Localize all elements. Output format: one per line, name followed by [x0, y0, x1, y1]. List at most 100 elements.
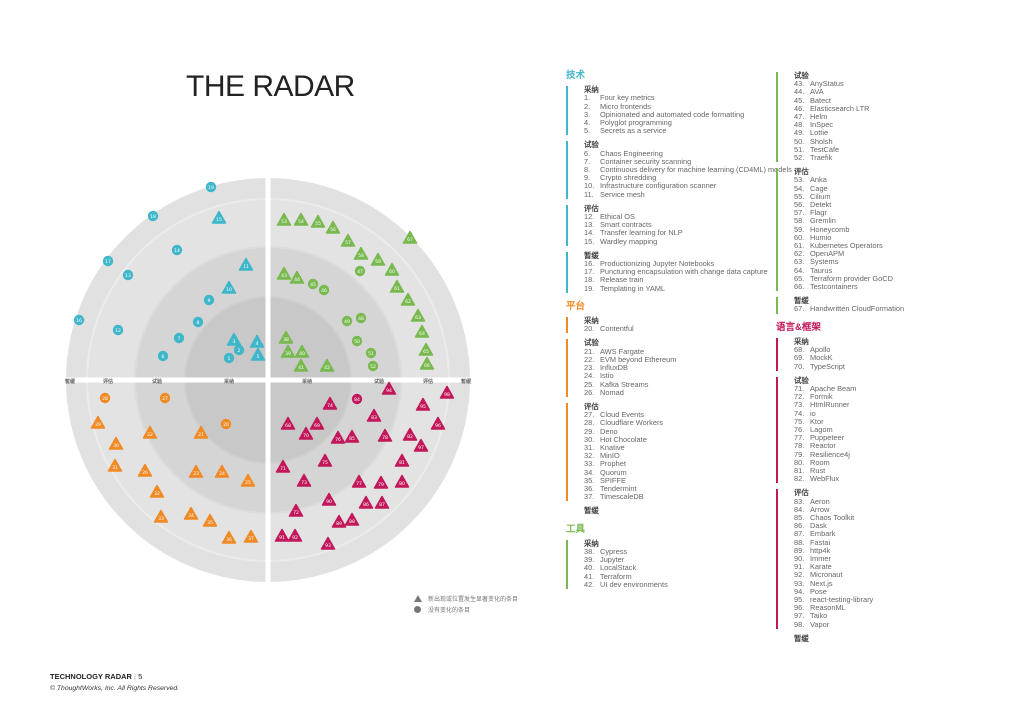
blip-41[interactable]: 41: [293, 358, 309, 372]
blip-45[interactable]: 45: [307, 278, 319, 290]
blip-16[interactable]: 16: [73, 314, 85, 326]
blip-list-item[interactable]: 70. TypeScript: [794, 361, 845, 371]
blip-list-item[interactable]: 85. Chaos Toolkit: [794, 512, 855, 522]
blip-59[interactable]: 59: [370, 252, 386, 266]
blip-15[interactable]: 15: [211, 210, 227, 224]
blip-39[interactable]: 39: [280, 344, 296, 358]
blip-17[interactable]: 17: [102, 255, 114, 267]
blip-list-item[interactable]: 12. Ethical OS: [584, 212, 635, 222]
blip-list-item[interactable]: 19. Templating in YAML: [584, 283, 666, 293]
blip-28[interactable]: 28: [99, 392, 111, 404]
blip-68[interactable]: 68: [280, 416, 296, 430]
blip-list-item[interactable]: 33. Prophet: [584, 459, 626, 469]
blip-22[interactable]: 22: [142, 425, 158, 439]
blip-list-item[interactable]: 9. Crypto shredding: [584, 173, 657, 183]
blip-list-item[interactable]: 80. Room: [794, 457, 830, 467]
blip-48[interactable]: 48: [355, 312, 367, 324]
blip-83[interactable]: 83: [366, 408, 382, 422]
blip-94[interactable]: 94: [381, 381, 397, 395]
blip-2[interactable]: 2: [233, 344, 245, 356]
blip-97[interactable]: 97: [413, 438, 429, 452]
blip-list-item[interactable]: 42. UI dev environments: [584, 579, 668, 589]
blip-list-item[interactable]: 79. Resilience4j: [794, 449, 850, 459]
blip-list-item[interactable]: 24. Istio: [584, 371, 614, 381]
blip-list-item[interactable]: 90. Immer: [794, 553, 831, 563]
blip-list-item[interactable]: 4. Polyglot programming: [584, 118, 672, 128]
blip-69[interactable]: 69: [309, 416, 325, 430]
blip-list-item[interactable]: 68. Apollo: [794, 345, 831, 355]
blip-25[interactable]: 25: [240, 473, 256, 487]
blip-list-item[interactable]: 48. InSpec: [794, 120, 834, 130]
blip-list-item[interactable]: 97. Taiko: [794, 611, 828, 621]
blip-78[interactable]: 78: [377, 428, 393, 442]
blip-43[interactable]: 43: [276, 266, 292, 280]
blip-14[interactable]: 14: [171, 244, 183, 256]
blip-1[interactable]: 1: [223, 352, 235, 364]
blip-list-item[interactable]: 64. Taurus: [794, 265, 833, 275]
blip-80[interactable]: 80: [394, 474, 410, 488]
blip-list-item[interactable]: 43. AnyStatus: [794, 79, 844, 89]
blip-57[interactable]: 57: [340, 233, 356, 247]
blip-list-item[interactable]: 25. Kafka Streams: [584, 379, 649, 389]
blip-53[interactable]: 53: [276, 212, 292, 226]
blip-list-item[interactable]: 3. Opinionated and automated code formatt…: [584, 109, 745, 119]
blip-list-item[interactable]: 35. SPIFFE: [584, 475, 626, 485]
blip-81[interactable]: 81: [394, 453, 410, 467]
blip-list-item[interactable]: 73. HtmlRunner: [794, 400, 850, 410]
blip-list-item[interactable]: 39. Jupyter: [584, 555, 625, 565]
blip-list-item[interactable]: 17. Puncturing encapsulation with change …: [584, 267, 768, 277]
blip-30[interactable]: 30: [108, 436, 124, 450]
blip-63[interactable]: 63: [410, 308, 426, 322]
blip-51[interactable]: 51: [365, 347, 377, 359]
blip-list-item[interactable]: 14. Transfer learning for NLP: [584, 228, 683, 238]
blip-list-item[interactable]: 54. Cage: [794, 183, 828, 193]
blip-47[interactable]: 47: [354, 265, 366, 277]
blip-list-item[interactable]: 82. WebFlux: [794, 474, 840, 484]
blip-list-item[interactable]: 76. Lagom: [794, 424, 833, 434]
blip-list-item[interactable]: 37. TimescaleDB: [584, 492, 644, 502]
blip-list-item[interactable]: 62. OpenAPM: [794, 249, 845, 259]
blip-88[interactable]: 88: [344, 512, 360, 526]
blip-list-item[interactable]: 65. Terraform provider GoCD: [794, 273, 893, 283]
blip-list-item[interactable]: 66. Testcontainers: [794, 282, 858, 292]
blip-33[interactable]: 33: [153, 509, 169, 523]
blip-5[interactable]: 5: [250, 347, 266, 361]
blip-list-item[interactable]: 11. Service mesh: [584, 189, 645, 199]
blip-list-item[interactable]: 98. Vapor: [794, 619, 830, 629]
blip-list-item[interactable]: 67. Handwritten CloudFormation: [794, 304, 905, 314]
blip-list-item[interactable]: 5. Secrets as a service: [584, 126, 667, 136]
blip-list-item[interactable]: 18. Release train: [584, 275, 644, 285]
blip-list-item[interactable]: 56. Detekt: [794, 200, 832, 210]
blip-list-item[interactable]: 6. Chaos Engineering: [584, 148, 663, 158]
blip-50[interactable]: 50: [351, 335, 363, 347]
blip-72[interactable]: 72: [288, 503, 304, 517]
blip-34[interactable]: 34: [183, 506, 199, 520]
blip-60[interactable]: 60: [384, 262, 400, 276]
blip-61[interactable]: 61: [389, 279, 405, 293]
blip-list-item[interactable]: 71. Apache Beam: [794, 383, 857, 393]
blip-list-item[interactable]: 91. Karate: [794, 562, 832, 572]
blip-56[interactable]: 56: [325, 220, 341, 234]
blip-71[interactable]: 71: [275, 459, 291, 473]
blip-77[interactable]: 77: [351, 474, 367, 488]
blip-13[interactable]: 13: [122, 269, 134, 281]
blip-list-item[interactable]: 96. ReasonML: [794, 603, 846, 613]
blip-54[interactable]: 54: [293, 212, 309, 226]
blip-24[interactable]: 24: [214, 464, 230, 478]
blip-list-item[interactable]: 13. Smart contracts: [584, 220, 652, 230]
blip-list-item[interactable]: 27. Cloud Events: [584, 410, 644, 420]
blip-list-item[interactable]: 93. Next.js: [794, 578, 833, 588]
blip-list-item[interactable]: 49. Lottie: [794, 128, 829, 138]
blip-list-item[interactable]: 20. Contentful: [584, 324, 634, 334]
blip-98[interactable]: 98: [439, 385, 455, 399]
blip-52[interactable]: 52: [367, 360, 379, 372]
blip-36[interactable]: 36: [221, 530, 237, 544]
blip-92[interactable]: 92: [287, 528, 303, 542]
blip-list-item[interactable]: 84. Arrow: [794, 504, 830, 514]
blip-62[interactable]: 62: [400, 292, 416, 306]
blip-66[interactable]: 66: [419, 356, 435, 370]
blip-23[interactable]: 23: [188, 464, 204, 478]
blip-11[interactable]: 11: [238, 257, 254, 271]
blip-list-item[interactable]: 50. Sholsh: [794, 136, 833, 146]
blip-3[interactable]: 3: [226, 332, 242, 346]
